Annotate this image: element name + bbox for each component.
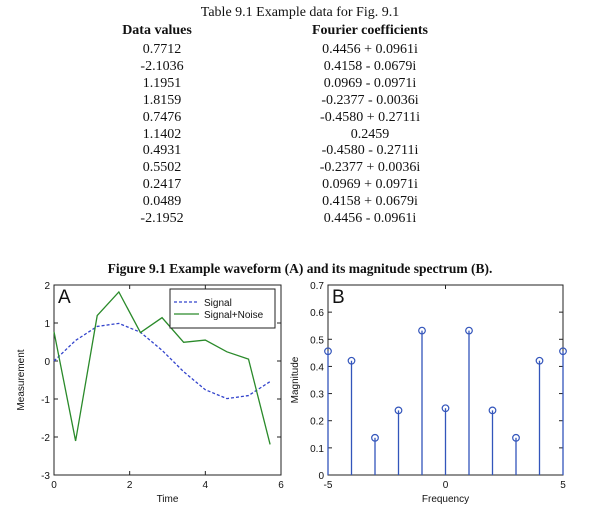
x-axis-label: Time (157, 494, 179, 505)
y-tick-label: -1 (41, 395, 50, 406)
y-axis-label: Magnitude (290, 356, 301, 403)
data-value: 0.7712 (142, 42, 182, 57)
fourier-coefficient: -0.2377 - 0.0036i (321, 92, 419, 108)
stem-marker (371, 433, 379, 442)
y-tick-label: 0.2 (310, 417, 324, 428)
fourier-coefficient: 0.4456 + 0.0961i (322, 42, 418, 57)
x-axis-label: Frequency (422, 494, 469, 505)
stem-marker (441, 404, 450, 413)
y-tick-label: -3 (41, 471, 50, 482)
data-value: 1.1951 (142, 75, 182, 91)
fourier-coefficient: 0.2459 (350, 126, 390, 142)
y-tick-label: 0 (44, 357, 50, 368)
fourier-coefficient: -0.2377 + 0.0036i (319, 160, 421, 176)
y-tick-label: -2 (41, 433, 50, 444)
data-value: 0.4931 (142, 143, 182, 159)
x-tick-label: 0 (51, 480, 57, 491)
data-value: 0.7476 (142, 109, 182, 125)
data-value: 1.1402 (142, 126, 182, 142)
data-values-column: 0.7712 -2.1036 1.1951 1.8159 0.7476 1.1402 0.4… (97, 42, 227, 228)
y-tick-label: 1 (44, 319, 50, 330)
header-data-values: Data values (122, 23, 192, 38)
x-tick-label: 5 (560, 480, 566, 491)
y-tick-label: 0.6 (310, 308, 324, 319)
fourier-coefficient: 0.4158 - 0.0679i (323, 58, 417, 74)
figure-caption: Figure 9.1 Example waveform (A) and its … (107, 261, 493, 276)
data-value: -2.1036 (140, 58, 184, 74)
chart-a-waveform: 0 2 4 6 -3 -2 -1 0 1 2 Time Measurement A SignalSigna… (16, 281, 284, 505)
data-value: -2.1952 (140, 211, 184, 227)
table-title: Table 9.1 Example data for Fig. 9.1 (200, 5, 400, 20)
stem-marker (418, 326, 426, 335)
x-tick-label: -5 (324, 480, 333, 491)
x-tick-label: 6 (278, 480, 284, 491)
y-tick-label: 0.5 (310, 335, 324, 346)
fourier-coefficients-column: 0.4456 + 0.0961i 0.4158 - 0.0679i 0.0969 -… (290, 42, 450, 228)
y-tick-label: 0 (318, 471, 324, 482)
y-tick-label: 0.4 (310, 362, 324, 373)
x-tick-label: 4 (203, 480, 209, 491)
fourier-coefficient: -0.4580 - 0.2711i (321, 143, 419, 159)
stem-marker (559, 347, 567, 356)
fourier-coefficient: 0.0969 + 0.0971i (322, 177, 418, 193)
data-value: 0.2417 (142, 177, 182, 193)
series-line-signal-noise (53, 290, 271, 445)
data-value: 0.0489 (142, 194, 182, 210)
fourier-coefficient: 0.4158 + 0.0679i (322, 194, 418, 210)
stem-marker (324, 347, 332, 356)
fourier-coefficient: -0.4580 + 0.2711i (320, 109, 420, 125)
stem-marker (465, 326, 473, 335)
fourier-coefficient: 0.0969 - 0.0971i (323, 75, 417, 91)
y-tick-label: 0.3 (310, 390, 324, 401)
fourier-coefficient: 0.4456 - 0.0961i (323, 211, 417, 227)
x-tick-label: 2 (127, 480, 133, 491)
x-tick-label: 0 (443, 480, 449, 491)
stem-marker (394, 406, 403, 415)
y-tick-label: 0.7 (310, 281, 324, 292)
legend-label: Signal (204, 298, 232, 309)
stem-marker (347, 356, 356, 365)
legend-label: Signal+Noise (204, 310, 264, 321)
panel-label: B (332, 287, 345, 308)
plot-frame (53, 284, 282, 476)
panel-label: A (58, 287, 71, 308)
stem-marker (535, 356, 544, 365)
data-value: 1.8159 (142, 92, 182, 108)
header-fourier-coefficients: Fourier coefficients (312, 23, 428, 38)
chart-b-magnitude-spectrum: -5 0 500.10.20.30.40.50.60.7FrequencyMagni… (290, 281, 567, 505)
legend-box (169, 288, 276, 329)
stem-marker (488, 406, 497, 415)
y-axis-label: Measurement (16, 349, 27, 410)
y-tick-label: 2 (44, 281, 50, 292)
series-line-signal (53, 322, 271, 400)
data-value: 0.5502 (142, 160, 182, 176)
y-tick-label: 0.1 (310, 444, 324, 455)
stem-marker (512, 433, 520, 442)
